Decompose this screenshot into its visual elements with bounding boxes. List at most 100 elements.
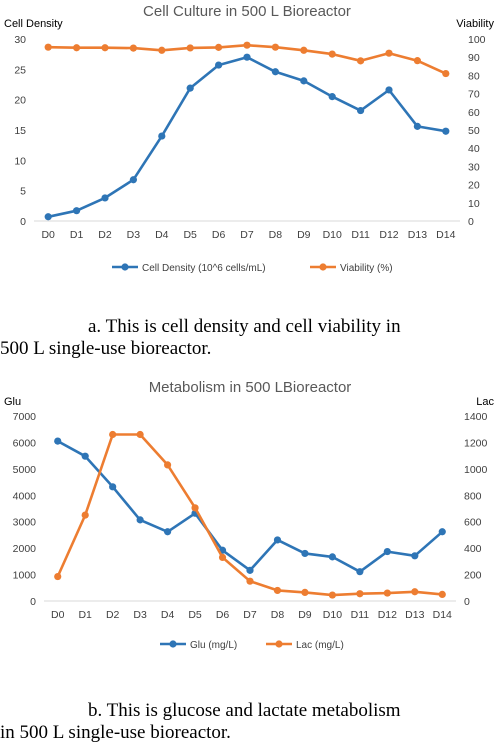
left-tick-label: 5000 (13, 464, 37, 476)
right-tick-label: 10 (468, 198, 480, 210)
data-point (54, 437, 62, 445)
data-point (438, 590, 446, 598)
x-tick-label: D1 (70, 229, 84, 241)
right-tick-label: 80 (468, 70, 480, 82)
data-point (109, 483, 117, 491)
x-tick-label: D2 (98, 229, 112, 241)
x-tick-label: D0 (51, 609, 65, 621)
data-point (158, 46, 166, 54)
right-tick-label: 40 (468, 143, 480, 155)
left-tick-label: 1000 (13, 570, 37, 582)
data-point (383, 547, 391, 556)
data-point (44, 213, 52, 221)
x-tick-label: D8 (271, 609, 285, 621)
left-tick-label: 20 (14, 95, 26, 107)
x-tick-label: D5 (188, 609, 202, 621)
caption-a: a. This is cell density and cell viabili… (0, 316, 401, 360)
data-point (413, 57, 421, 65)
data-point (73, 207, 81, 215)
left-tick-label: 4000 (13, 490, 37, 502)
right-tick-label: 800 (464, 490, 482, 502)
data-point (383, 589, 391, 597)
data-point (129, 44, 137, 52)
left-tick-label: 5 (20, 186, 26, 198)
data-point (385, 86, 393, 94)
x-tick-label: D10 (323, 609, 342, 621)
right-tick-label: 200 (464, 570, 482, 582)
chart-title: Cell Culture in 500 L Bioreactor (143, 3, 351, 20)
data-point (246, 566, 254, 574)
x-tick-label: D10 (323, 229, 342, 241)
data-point (129, 176, 137, 184)
x-tick-label: D11 (351, 609, 370, 621)
legend-marker-2 (319, 263, 327, 271)
data-point (218, 553, 227, 561)
x-tick-label: D13 (408, 229, 427, 241)
x-tick-label: D13 (405, 609, 424, 621)
left-tick-label: 3000 (13, 517, 37, 529)
left-axis-label: Cell Density (4, 18, 63, 30)
left-tick-label: 0 (20, 216, 26, 228)
data-point (101, 194, 109, 202)
left-axis-label: Glu (4, 396, 21, 408)
data-point (273, 536, 282, 544)
data-point (81, 511, 89, 519)
data-point (243, 41, 251, 49)
right-tick-label: 400 (464, 543, 482, 555)
data-point (186, 44, 194, 52)
x-tick-label: D12 (378, 609, 397, 621)
data-point (271, 43, 279, 51)
left-tick-label: 6000 (13, 437, 37, 449)
right-tick-label: 1400 (464, 411, 488, 423)
data-point (215, 61, 223, 69)
data-point (101, 44, 109, 52)
x-tick-label: D9 (298, 609, 312, 621)
metabolism-chart: Metabolism in 500 LBioreactor Glu Lac 0 1000… (4, 379, 494, 651)
x-tick-label: D7 (240, 229, 254, 241)
x-tick-label: D6 (216, 609, 230, 621)
legend-label-2: Lac (mg/L) (296, 640, 344, 651)
x-tick-label: D1 (78, 609, 92, 621)
right-tick-label: 0 (464, 596, 470, 608)
legend-label-2: Viability (%) (340, 263, 393, 274)
data-point (158, 132, 166, 140)
x-tick-label: D3 (133, 609, 147, 621)
data-point (164, 461, 172, 469)
caption-b-line1: b. This is glucose and lactate metabolis… (88, 700, 401, 721)
left-tick-label: 15 (14, 125, 26, 137)
x-tick-label: D3 (127, 229, 141, 241)
x-tick-label: D5 (183, 229, 197, 241)
right-tick-label: 1000 (464, 464, 488, 476)
data-point (300, 77, 308, 85)
data-point (413, 122, 421, 130)
data-point (356, 590, 364, 598)
right-tick-label: 100 (468, 34, 486, 46)
data-point (442, 127, 450, 135)
x-tick-label: D4 (155, 229, 169, 241)
data-point (328, 591, 336, 599)
data-point (328, 553, 336, 561)
data-point (357, 57, 365, 65)
data-point (164, 528, 172, 536)
data-point (271, 68, 279, 76)
x-tick-label: D0 (41, 229, 55, 241)
right-tick-label: 50 (468, 125, 480, 137)
right-tick-label: 20 (468, 180, 480, 192)
data-point (356, 568, 364, 576)
caption-b-line2: in 500 L single-use bioreactor. (0, 722, 231, 743)
left-tick-label: 7000 (13, 411, 37, 423)
x-tick-label: D2 (106, 609, 120, 621)
data-point (109, 430, 117, 439)
data-point (186, 84, 194, 92)
legend-marker-2 (275, 640, 283, 648)
left-tick-label: 10 (14, 155, 26, 167)
data-point (73, 44, 81, 52)
chart-title: Metabolism in 500 LBioreactor (149, 379, 352, 396)
left-tick-label: 30 (14, 34, 26, 46)
right-axis-label: Viability (456, 18, 494, 30)
x-tick-label: D9 (297, 229, 311, 241)
right-tick-label: 60 (468, 107, 480, 119)
data-point (301, 549, 309, 558)
data-point (357, 106, 365, 115)
data-point (411, 588, 419, 596)
